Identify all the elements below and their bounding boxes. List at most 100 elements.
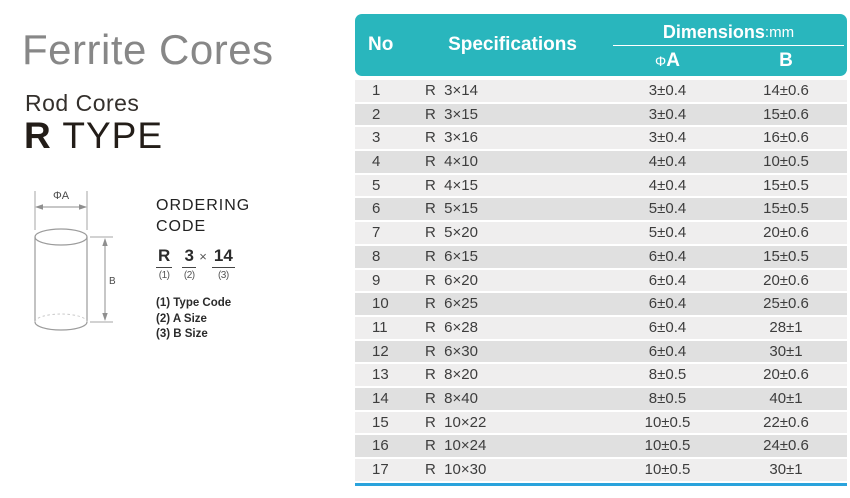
cell-b: 14±0.6 bbox=[763, 82, 809, 99]
cell-phiA: 3±0.4 bbox=[648, 105, 687, 123]
type-heading: R TYPE bbox=[24, 115, 163, 157]
cell-no: 12 bbox=[372, 342, 389, 360]
type-word: TYPE bbox=[62, 115, 163, 156]
cell-b: 15±0.5 bbox=[763, 247, 809, 265]
table-bottom-accent-line bbox=[355, 482, 847, 486]
cell-no: 5 bbox=[372, 176, 381, 194]
cell-specification: R 4×15 bbox=[425, 176, 478, 194]
cell-no: 17 bbox=[372, 461, 389, 478]
table-row: 10 R 6×25 6±0.4 25±0.6 bbox=[355, 293, 847, 315]
cell-phiA: 3±0.4 bbox=[648, 82, 687, 99]
cell-phiA: 6±0.4 bbox=[648, 271, 687, 289]
column-header-specifications: Specifications bbox=[448, 34, 577, 55]
code-part-type: R (1) bbox=[156, 246, 173, 281]
cell-phiA: 6±0.4 bbox=[648, 295, 687, 313]
diagram-diameter-label: ΦA bbox=[53, 190, 70, 202]
type-letter: R bbox=[24, 115, 52, 156]
cell-b: 16±0.6 bbox=[763, 129, 809, 147]
cell-b: 15±0.5 bbox=[763, 200, 809, 218]
table-body: 1 R 3×14 3±0.4 14±0.6 2 R 3×15 3±0.4 15±… bbox=[355, 80, 847, 481]
cell-specification: R 10×22 bbox=[425, 413, 487, 431]
table-row: 16 R 10×24 10±0.5 24±0.6 bbox=[355, 435, 847, 457]
table-row: 14 R 8×40 8±0.5 40±1 bbox=[355, 387, 847, 410]
cell-b: 15±0.5 bbox=[763, 176, 809, 194]
code-sub-3: (3) bbox=[217, 270, 229, 281]
cell-phiA: 4±0.4 bbox=[648, 176, 687, 194]
cell-no: 14 bbox=[372, 389, 389, 407]
cell-phiA: 5±0.4 bbox=[648, 200, 687, 218]
legend-b-size: (3) B Size bbox=[156, 328, 208, 340]
table-row: 4 R 4×10 4±0.4 10±0.5 bbox=[355, 151, 847, 173]
cell-no: 2 bbox=[372, 105, 381, 123]
cell-specification: R 6×15 bbox=[425, 247, 478, 265]
code-sub-1: (1) bbox=[158, 270, 170, 281]
cell-no: 15 bbox=[372, 413, 389, 431]
code-times-sign: × bbox=[199, 249, 207, 264]
cell-no: 1 bbox=[372, 82, 381, 99]
cell-b: 40±1 bbox=[769, 389, 803, 407]
cell-phiA: 4±0.4 bbox=[648, 153, 687, 171]
cylinder-diagram-icon: ΦA B bbox=[34, 190, 116, 331]
cell-no: 13 bbox=[372, 366, 389, 384]
ordering-heading-line1: ORDERING bbox=[156, 197, 251, 214]
cell-specification: R 6×20 bbox=[425, 271, 478, 289]
dimensions-subheaders: ΦA B bbox=[610, 46, 847, 76]
table-row: 7 R 5×20 5±0.4 20±0.6 bbox=[355, 222, 847, 244]
cell-no: 11 bbox=[372, 318, 388, 336]
cell-b: 30±1 bbox=[769, 342, 803, 360]
table-row: 6 R 5×15 5±0.4 15±0.5 bbox=[355, 198, 847, 221]
cell-phiA: 10±0.5 bbox=[644, 437, 691, 455]
header-divider bbox=[613, 45, 844, 46]
cell-phiA: 6±0.4 bbox=[648, 247, 687, 265]
cell-no: 10 bbox=[372, 295, 389, 313]
cell-b: 10±0.5 bbox=[763, 153, 809, 171]
specifications-table: No Specifications Dimensions:mm ΦA B 1 R… bbox=[355, 14, 847, 486]
cell-specification: R 4×10 bbox=[425, 153, 478, 171]
cell-specification: R 6×30 bbox=[425, 342, 478, 360]
code-a-value: 3 bbox=[182, 246, 197, 268]
phi-symbol: Φ bbox=[655, 53, 667, 69]
cell-no: 4 bbox=[372, 153, 381, 171]
cell-no: 9 bbox=[372, 271, 381, 289]
cell-b: 25±0.6 bbox=[763, 295, 809, 313]
cell-specification: R 10×24 bbox=[425, 437, 487, 455]
cell-no: 16 bbox=[372, 437, 389, 455]
cell-specification: R 10×30 bbox=[425, 461, 487, 478]
cell-phiA: 8±0.5 bbox=[648, 389, 687, 407]
table-row: 17 R 10×30 10±0.5 30±1 bbox=[355, 459, 847, 481]
table-row: 13 R 8×20 8±0.5 20±0.6 bbox=[355, 364, 847, 386]
cell-phiA: 5±0.4 bbox=[648, 224, 687, 242]
ordering-heading: ORDERING CODE bbox=[156, 195, 326, 237]
cell-phiA: 10±0.5 bbox=[644, 413, 691, 431]
cell-phiA: 3±0.4 bbox=[648, 129, 687, 147]
code-sub-2: (2) bbox=[183, 270, 195, 281]
table-row: 12 R 6×30 6±0.4 30±1 bbox=[355, 340, 847, 363]
cell-specification: R 3×15 bbox=[425, 105, 478, 123]
code-type-value: R bbox=[156, 246, 173, 268]
page-title: Ferrite Cores bbox=[22, 26, 274, 73]
cell-specification: R 5×20 bbox=[425, 224, 478, 242]
cell-b: 24±0.6 bbox=[763, 437, 809, 455]
cell-b: 30±1 bbox=[769, 461, 803, 478]
cell-b: 22±0.6 bbox=[763, 413, 809, 431]
table-row: 2 R 3×15 3±0.4 15±0.6 bbox=[355, 103, 847, 126]
cell-specification: R 8×20 bbox=[425, 366, 478, 384]
cell-specification: R 8×40 bbox=[425, 389, 478, 407]
table-row: 3 R 3×16 3±0.4 16±0.6 bbox=[355, 127, 847, 150]
cell-no: 6 bbox=[372, 200, 381, 218]
page-subtitle: Rod Cores bbox=[25, 90, 140, 116]
cell-no: 8 bbox=[372, 247, 381, 265]
cell-phiA: 6±0.4 bbox=[648, 342, 687, 360]
cell-b: 20±0.6 bbox=[763, 224, 809, 242]
legend-a-size: (2) A Size bbox=[156, 312, 207, 325]
dimensions-group-title: Dimensions:mm bbox=[610, 14, 847, 45]
column-header-no: No bbox=[368, 34, 394, 55]
column-header-b: B bbox=[779, 50, 793, 71]
ordering-code-section: ORDERING CODE R (1) 3 (2) × 14 (3) (1) T… bbox=[156, 195, 326, 343]
dimensions-unit: :mm bbox=[764, 23, 795, 41]
table-row: 1 R 3×14 3±0.4 14±0.6 bbox=[355, 80, 847, 102]
cell-b: 15±0.6 bbox=[763, 105, 809, 123]
rod-core-diagram: ΦA B bbox=[20, 183, 145, 353]
cell-b: 20±0.6 bbox=[763, 271, 809, 289]
table-row: 15 R 10×22 10±0.5 22±0.6 bbox=[355, 411, 847, 434]
